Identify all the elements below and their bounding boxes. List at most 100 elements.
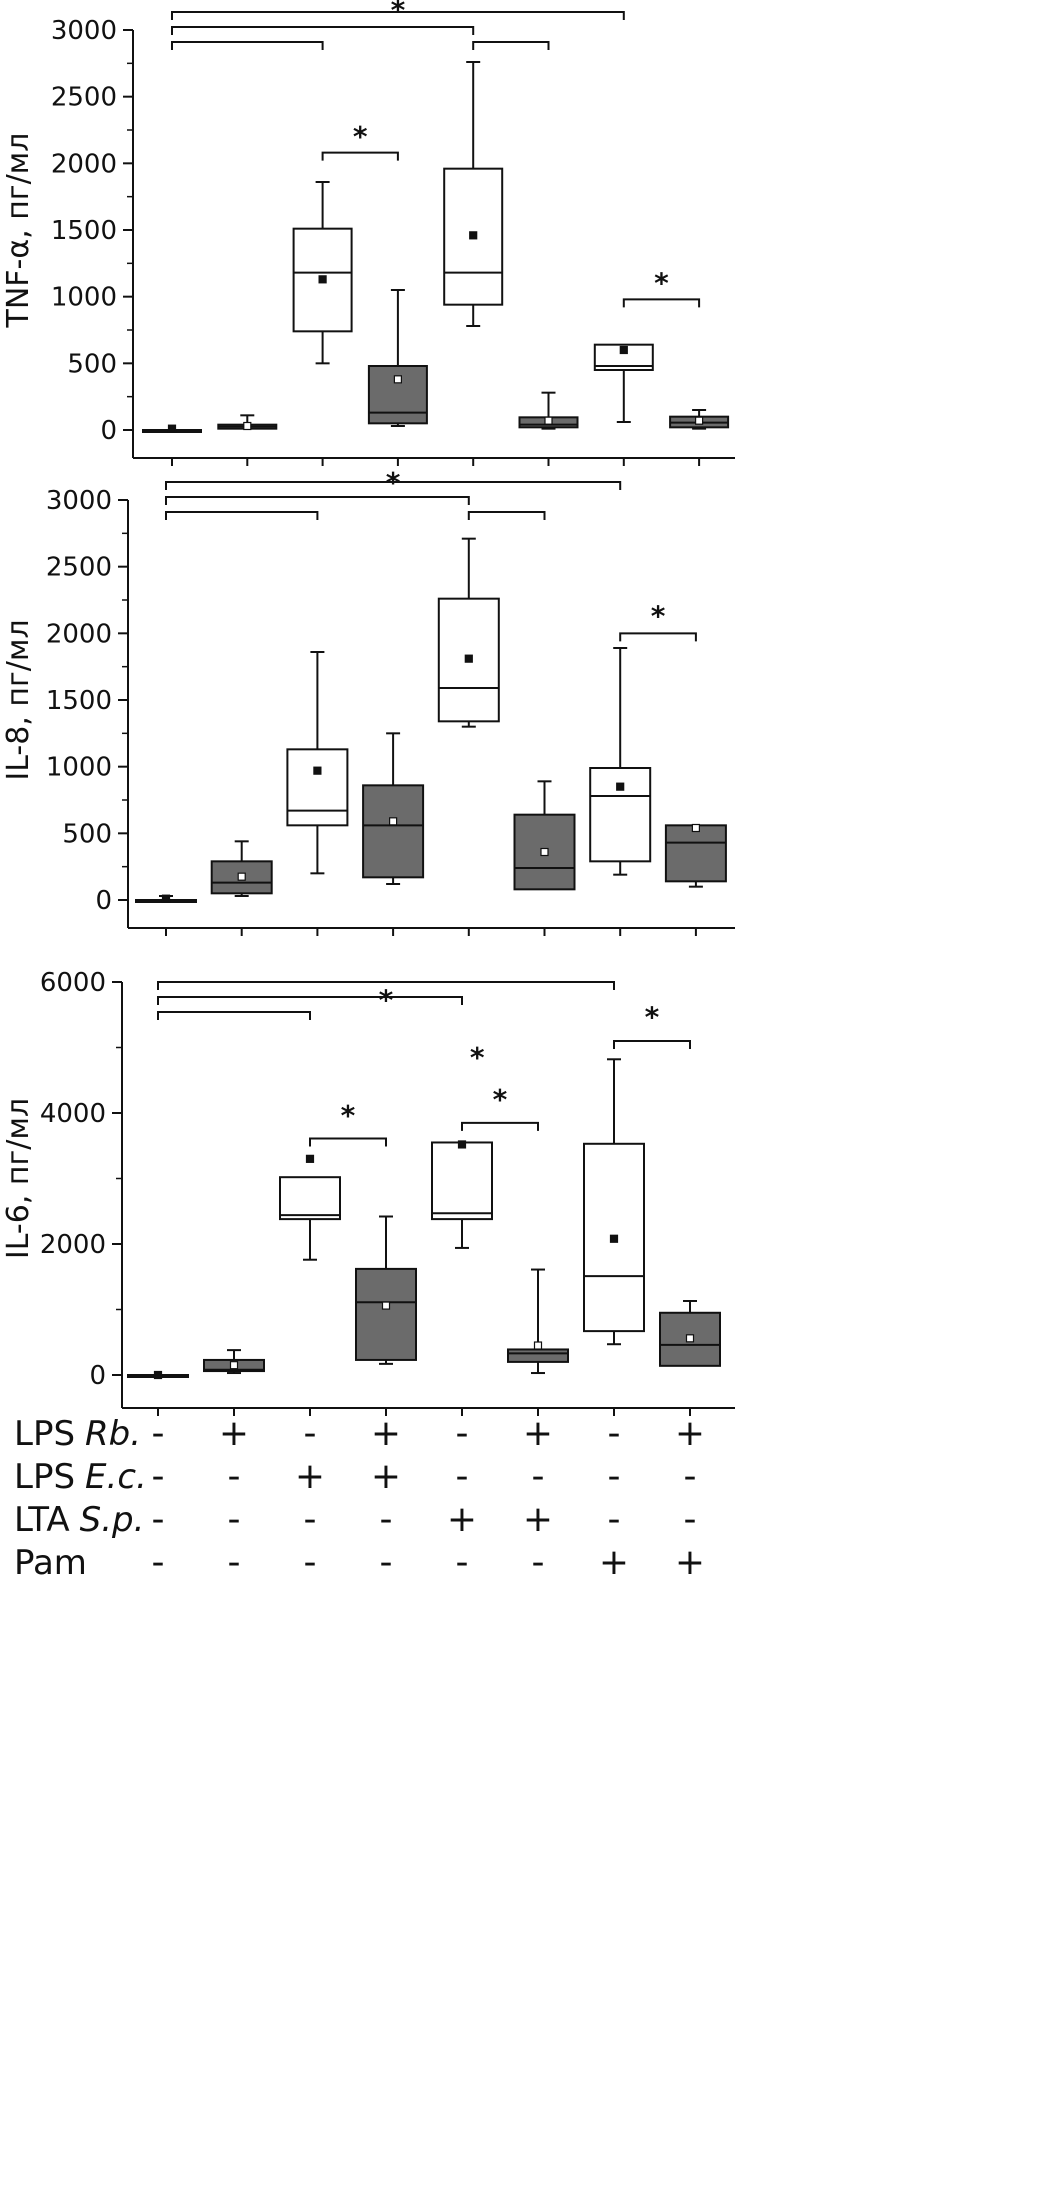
condition-cell: - bbox=[304, 1542, 317, 1583]
tnf-alpha-panel: 0 500 1000 1500 2000 2500 3000 TNF-α, пг/мл * * * bbox=[1, 0, 735, 466]
condition-cell: - bbox=[304, 1499, 317, 1540]
condition-cell: + bbox=[371, 1413, 401, 1454]
condition-cell: - bbox=[228, 1542, 241, 1583]
significance-bracket bbox=[321, 151, 399, 161]
condition-cell: - bbox=[684, 1456, 697, 1497]
box-5 bbox=[437, 537, 500, 728]
significance-bracket bbox=[619, 632, 697, 642]
box-3 bbox=[279, 1154, 341, 1261]
interquartile-box bbox=[367, 365, 428, 425]
mean-marker bbox=[167, 424, 177, 433]
condition-species: E.c. bbox=[85, 1457, 147, 1497]
mean-marker bbox=[305, 1154, 315, 1163]
mean-marker bbox=[389, 817, 398, 826]
mean-marker bbox=[694, 416, 704, 425]
significance-bracket bbox=[171, 11, 625, 20]
mean-marker bbox=[616, 782, 625, 791]
condition-species: S.p. bbox=[80, 1500, 145, 1540]
y-axis-label: IL-8, пг/мл bbox=[1, 619, 36, 780]
condition-cell: - bbox=[304, 1413, 317, 1454]
il-8-panel: 0 500 1000 1500 2000 2500 3000 IL-8, пг/мл * * bbox=[1, 466, 735, 936]
significance-star: * bbox=[654, 267, 669, 300]
mean-marker bbox=[691, 823, 701, 833]
mean-marker bbox=[243, 421, 252, 431]
interquartile-box bbox=[664, 824, 727, 883]
y-tick-label: 4000 bbox=[40, 1099, 106, 1129]
box-4 bbox=[367, 289, 428, 427]
significance-star: * bbox=[391, 0, 406, 26]
condition-cell: - bbox=[152, 1413, 165, 1454]
box-1 bbox=[135, 894, 197, 903]
condition-agent: LPS bbox=[14, 1414, 75, 1454]
condition-cell: + bbox=[447, 1499, 477, 1540]
mean-marker bbox=[533, 1341, 543, 1350]
condition-cell: + bbox=[295, 1456, 325, 1497]
box-6 bbox=[518, 391, 579, 430]
y-tick-label: 1500 bbox=[51, 216, 117, 246]
box-5 bbox=[443, 61, 504, 327]
box-8 bbox=[664, 823, 727, 888]
y-tick-label: 1500 bbox=[46, 686, 112, 716]
box-2 bbox=[203, 1349, 265, 1375]
box-4 bbox=[362, 732, 425, 885]
significance-star: * bbox=[341, 1099, 356, 1132]
mean-marker bbox=[229, 1361, 239, 1370]
y-tick-label: 0 bbox=[100, 416, 117, 446]
y-axis-label: IL-6, пг/мл bbox=[1, 1098, 36, 1259]
box-6 bbox=[513, 780, 576, 891]
y-axis-label: TNF-α, пг/мл bbox=[1, 133, 36, 329]
condition-row-label: LTA S.p. bbox=[14, 1500, 144, 1540]
y-tick-label: 2500 bbox=[46, 553, 112, 583]
condition-cell: - bbox=[684, 1499, 697, 1540]
box-7 bbox=[583, 1058, 645, 1346]
box-5 bbox=[431, 1140, 493, 1249]
y-tick-label: 1000 bbox=[51, 283, 117, 313]
condition-row-label: LPS Rb. bbox=[14, 1414, 141, 1454]
condition-cell: + bbox=[599, 1542, 629, 1583]
condition-agent: Pam bbox=[14, 1543, 87, 1583]
significance-star: * bbox=[353, 120, 368, 153]
condition-cell: - bbox=[608, 1456, 621, 1497]
significance-bracket bbox=[165, 511, 319, 520]
box-6 bbox=[507, 1268, 569, 1375]
box-7 bbox=[589, 647, 652, 876]
mean-marker bbox=[464, 654, 473, 663]
y-tick-label: 3000 bbox=[51, 16, 117, 46]
interquartile-box bbox=[431, 1141, 493, 1221]
condition-cell: - bbox=[152, 1542, 165, 1583]
significance-bracket bbox=[461, 1121, 539, 1131]
box-7 bbox=[593, 343, 654, 423]
significance-bracket bbox=[165, 496, 470, 505]
significance-bracket bbox=[467, 511, 546, 520]
mean-marker bbox=[318, 275, 327, 284]
box-8 bbox=[669, 409, 730, 430]
condition-cell: - bbox=[456, 1413, 469, 1454]
condition-cell: - bbox=[532, 1542, 545, 1583]
mean-marker bbox=[685, 1334, 695, 1343]
condition-agent: LTA bbox=[14, 1500, 70, 1540]
condition-cell: - bbox=[152, 1499, 165, 1540]
condition-cell: + bbox=[523, 1413, 553, 1454]
y-tick-label: 2000 bbox=[46, 619, 112, 649]
y-tick-label: 0 bbox=[89, 1361, 106, 1391]
mean-marker bbox=[540, 847, 549, 857]
interquartile-box bbox=[355, 1267, 417, 1361]
condition-cell: - bbox=[152, 1456, 165, 1497]
significance-bracket bbox=[165, 481, 622, 490]
condition-cell: - bbox=[532, 1456, 545, 1497]
mean-marker bbox=[544, 416, 553, 425]
significance-bracket bbox=[171, 41, 324, 50]
significance-bracket bbox=[613, 1039, 691, 1049]
significance-star: * bbox=[470, 1041, 485, 1074]
y-tick-label: 2500 bbox=[51, 83, 117, 113]
condition-cell: - bbox=[456, 1542, 469, 1583]
condition-cell: - bbox=[228, 1499, 241, 1540]
y-tick-label: 2000 bbox=[40, 1230, 106, 1260]
mean-marker bbox=[609, 1234, 619, 1243]
condition-cell: + bbox=[523, 1499, 553, 1540]
condition-species: Rb. bbox=[85, 1414, 141, 1454]
condition-cell: - bbox=[608, 1499, 621, 1540]
significance-star: * bbox=[493, 1083, 508, 1116]
box-8 bbox=[659, 1299, 721, 1367]
